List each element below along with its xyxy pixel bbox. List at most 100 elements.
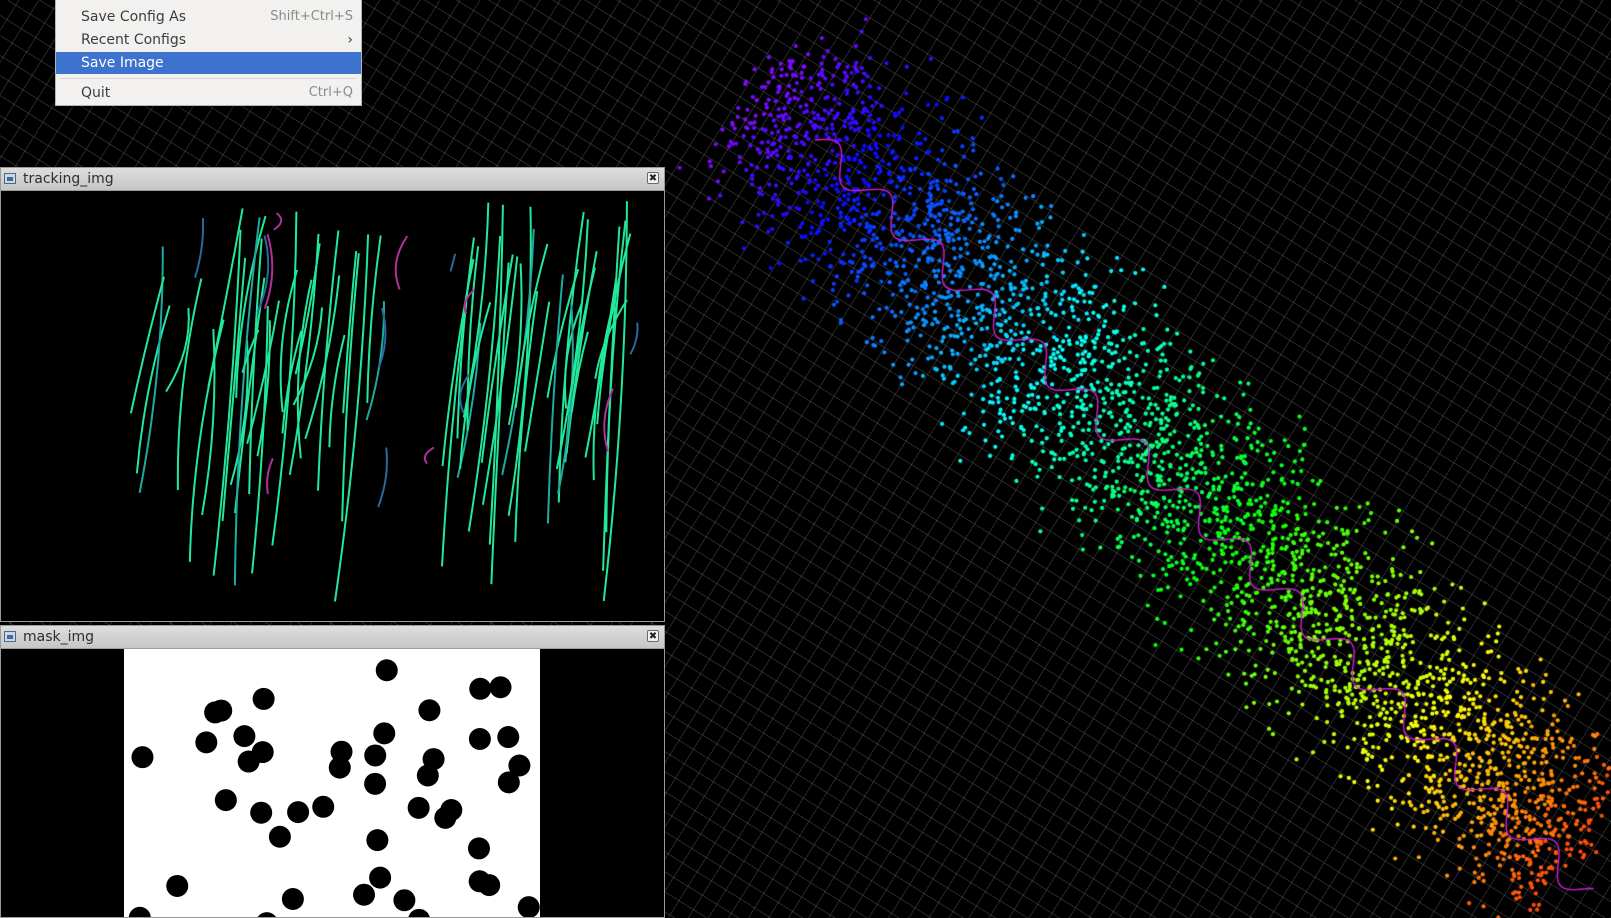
track-line [456,237,475,439]
mask-blob [312,795,335,818]
menu-item-recent-configs[interactable]: Recent Configs › [56,29,361,51]
mask-blob [497,726,520,749]
track-line [266,458,274,495]
track-line [377,447,388,508]
mask-blob [364,744,387,767]
track-line [592,307,614,481]
track-line [256,320,271,457]
track-line [256,235,270,313]
tracking-window-titlebar[interactable]: tracking_img ✖ [1,168,664,191]
menu-item-shortcut: Shift+Ctrl+S [270,9,353,24]
track-line [241,329,260,374]
track-line [459,302,492,469]
track-line [629,322,639,355]
mask-blob [268,825,291,848]
track-line [507,263,523,426]
mask-blob [369,866,392,889]
image-window-icon [4,173,16,184]
track-line [459,374,470,414]
track-line [296,279,313,459]
track-line [555,219,589,470]
menu-item-label: Recent Configs [81,32,187,48]
track-line [233,217,261,586]
chevron-right-icon: › [347,32,353,48]
track-line [201,328,216,516]
track-line [129,276,165,414]
track-line [279,269,299,413]
track-line [316,230,340,491]
track-line [271,211,298,546]
mask-blob [469,677,492,700]
track-line [251,306,269,574]
track-line [333,234,370,602]
track-line [342,251,358,414]
menu-item-label: Quit [81,85,111,101]
mask-blob [408,908,430,917]
track-line [463,289,475,315]
track-line [248,238,263,495]
menu-item-save-image[interactable]: Save Image [56,52,361,74]
track-line [557,211,585,503]
mask-blob [418,699,441,722]
mask-blob [407,796,430,819]
track-line [584,278,618,458]
mask-blob [233,725,256,748]
track-line [304,275,341,440]
track-line [546,268,580,398]
track-line [449,253,457,272]
mask-blob [467,837,490,860]
mask-blob [468,727,491,750]
track-line [423,446,435,465]
mask-blob [364,772,387,795]
mask-blob [440,799,463,822]
track-line [594,299,628,379]
mask-blob [251,741,274,764]
mask-window: mask_img ✖ [0,625,665,918]
track-line [570,331,589,413]
menu-item-label: Save Image [81,55,164,71]
mask-blob [497,771,520,794]
menu-separator [60,78,357,79]
track-line [596,233,632,425]
menu-item-save-config-as[interactable]: Save Config As Shift+Ctrl+S [56,6,361,28]
mask-blob [214,789,237,812]
mask-blob [166,874,189,897]
track-line [524,301,551,452]
track-line [490,262,510,585]
mask-blob [257,912,276,917]
mask-blob [287,801,310,824]
mask-blob [281,888,304,911]
mask-image [1,649,664,917]
tracking-window: tracking_img ✖ [0,167,665,622]
close-icon[interactable]: ✖ [647,172,659,184]
track-line [466,246,480,431]
track-line [546,274,564,524]
menu-item-label: Save Config As [81,9,187,25]
track-line [602,201,628,602]
menu-item-quit[interactable]: Quit Ctrl+Q [56,82,361,104]
track-line [377,307,387,368]
mask-window-title: mask_img [23,629,95,645]
track-line [221,257,247,522]
track-line [328,334,346,448]
mask-window-titlebar[interactable]: mask_img ✖ [1,626,664,649]
tracking-window-title: tracking_img [23,171,114,187]
close-icon[interactable]: ✖ [647,630,659,642]
tracking-image-canvas [129,201,639,602]
track-line [394,235,409,290]
file-menu: Save Config As Shift+Ctrl+S Recent Confi… [55,0,362,106]
track-line [273,212,283,231]
track-line [135,305,171,474]
track-line [557,302,574,494]
mask-blob [252,687,275,710]
mask-blob [393,889,416,912]
track-line [467,235,502,532]
mask-blob [328,756,351,779]
track-line [294,243,321,375]
track-line [366,235,382,403]
mask-blob [128,906,151,917]
mask-blob [517,896,540,917]
track-line [176,278,203,491]
mask-blob [478,874,501,897]
